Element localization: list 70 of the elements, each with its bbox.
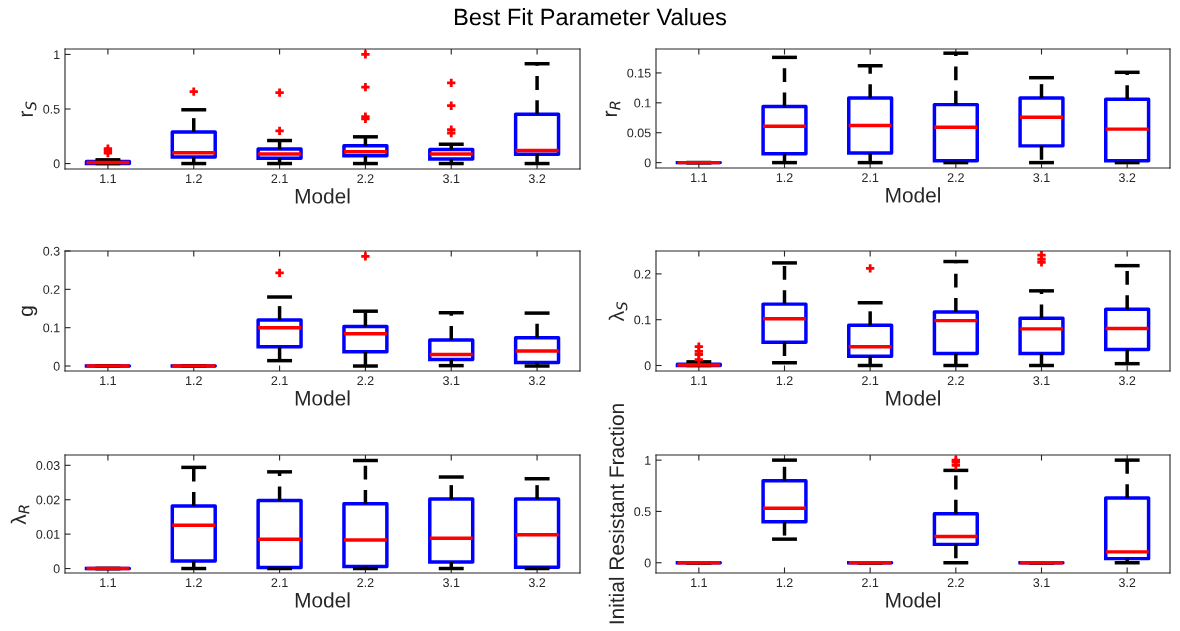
x-tick-label: 1.1	[691, 578, 707, 587]
y-tick-label: 0.5	[634, 507, 651, 517]
x-tick-label: 1.1	[691, 376, 707, 385]
x-tick-label: 1.2	[186, 578, 202, 587]
x-tick-label: 2.2	[947, 376, 964, 385]
x-tick-label: 3.1	[443, 174, 460, 184]
y-tick-label: 0.01	[36, 529, 60, 539]
y-tick-label: 0	[644, 558, 651, 568]
x-tick-label: 2.1	[271, 376, 288, 385]
x-tick-label: 1.2	[186, 376, 202, 385]
x-tick-label: 3.2	[528, 174, 546, 184]
y-axis-title: g	[21, 306, 38, 316]
x-tick-label: 3.1	[1033, 173, 1050, 183]
x-tick-label: 1.2	[776, 173, 793, 182]
x-tick-label: 3.1	[1033, 376, 1050, 386]
x-axis-title: Model	[295, 592, 350, 608]
y-tick-label: 0	[53, 159, 60, 169]
y-axis-title: r$_{S}$	[21, 101, 37, 117]
y-tick-label: 0	[53, 564, 60, 574]
x-tick-label: 2.2	[357, 376, 374, 385]
y-tick-label: 0	[644, 361, 651, 371]
x-tick-label: 1.1	[100, 174, 116, 183]
x-tick-label: 1.2	[776, 376, 793, 385]
x-axis-title: Model	[886, 592, 940, 608]
y-tick-label: 0	[644, 158, 651, 168]
y-axis-title: λ$_{S}$	[608, 301, 628, 322]
x-tick-label: 3.2	[1118, 578, 1136, 588]
y-tick-label: 0.1	[43, 323, 60, 333]
y-tick-label: 1	[54, 50, 60, 59]
x-tick-label: 1.1	[691, 173, 707, 182]
y-tick-label: 0.1	[634, 315, 651, 325]
y-tick-label: 1	[645, 456, 651, 465]
x-tick-label: 3.1	[443, 376, 460, 386]
x-tick-label: 2.1	[862, 173, 879, 182]
y-tick-label: 0.02	[36, 495, 60, 505]
x-axis-title: Model	[295, 188, 350, 204]
x-tick-label: 1.1	[100, 376, 116, 385]
y-tick-label: 0.3	[43, 246, 60, 256]
x-tick-label: 2.2	[947, 173, 964, 182]
y-tick-label: 0.05	[627, 128, 651, 138]
x-tick-label: 1.1	[100, 578, 116, 587]
x-tick-label: 3.1	[443, 578, 460, 588]
x-tick-label: 2.1	[862, 578, 879, 587]
x-tick-label: 1.2	[776, 578, 793, 587]
x-tick-label: 3.2	[528, 376, 546, 386]
x-tick-label: 2.1	[862, 376, 879, 385]
x-tick-label: 2.2	[357, 174, 374, 183]
x-axis-title: Model	[295, 390, 350, 406]
x-tick-label: 3.2	[528, 578, 546, 588]
y-tick-label: 0	[53, 361, 60, 371]
y-axis-title: Initial Resistant Fraction	[608, 404, 625, 624]
chart-title: Best Fit Parameter Values	[455, 8, 727, 26]
x-tick-label: 2.2	[357, 578, 374, 587]
y-tick-label: 0.2	[634, 269, 651, 279]
x-tick-label: 3.1	[1033, 578, 1050, 588]
x-axis-title: Model	[886, 187, 940, 203]
x-tick-label: 1.2	[186, 174, 202, 183]
y-tick-label: 0.1	[634, 98, 651, 108]
x-tick-label: 2.1	[271, 578, 288, 587]
y-tick-label: 0.2	[43, 285, 60, 294]
x-tick-label: 2.2	[947, 578, 964, 587]
x-tick-label: 3.2	[1118, 376, 1136, 386]
y-axis-title: r$_{R}$	[605, 101, 621, 117]
x-tick-label: 2.1	[271, 174, 288, 183]
x-tick-label: 3.2	[1118, 173, 1136, 183]
y-tick-label: 0.5	[43, 104, 60, 114]
y-tick-label: 0.03	[36, 461, 60, 470]
y-axis-title: λ$_{R}$	[10, 505, 30, 525]
y-tick-label: 0.15	[627, 68, 651, 78]
x-axis-title: Model	[886, 390, 940, 406]
